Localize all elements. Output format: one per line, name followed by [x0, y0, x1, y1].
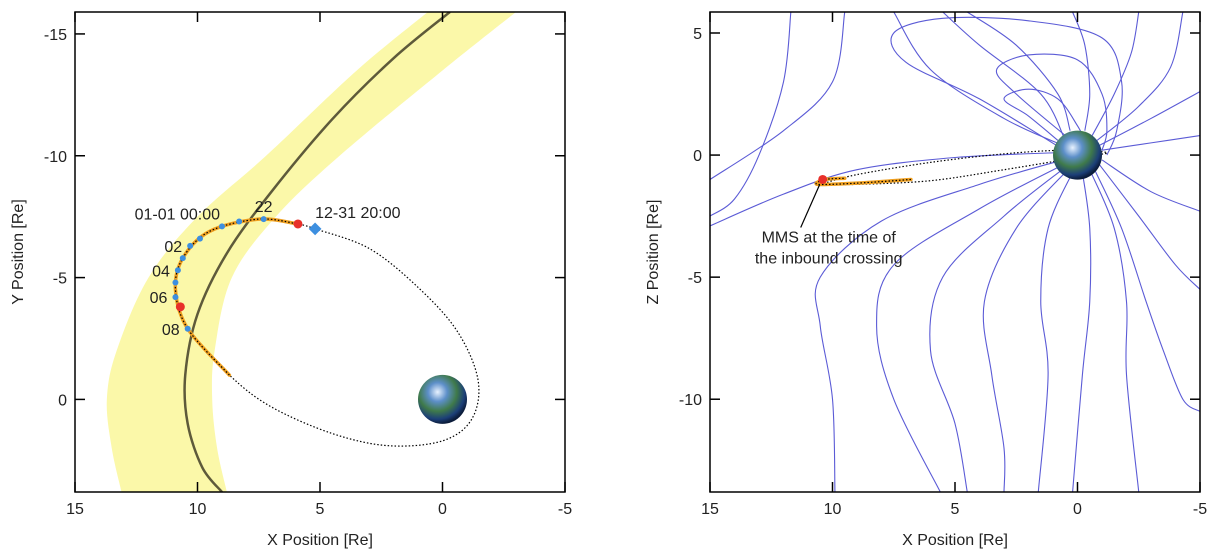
point-label: 04 — [152, 263, 170, 280]
field-line — [1096, 12, 1184, 141]
earth — [1053, 130, 1102, 180]
field-line — [893, 12, 1064, 146]
x-tick-label: -5 — [558, 501, 572, 518]
field-line — [1091, 12, 1140, 136]
x-tick-label: 10 — [189, 501, 207, 518]
annotation: MMS at the time of — [762, 229, 897, 246]
crossing-point — [175, 302, 185, 312]
point-label: 22 — [255, 199, 273, 216]
field-line — [982, 169, 1069, 492]
field-line — [1099, 164, 1200, 290]
point-label: 01-01 00:00 — [135, 206, 221, 223]
field-line — [1101, 159, 1200, 212]
field-line — [929, 166, 1066, 492]
y-axis-label: Y Position [Re] — [10, 199, 27, 305]
orbit-line — [820, 149, 1108, 186]
magnetopause-band — [106, 12, 516, 492]
x-tick-label: 0 — [438, 501, 447, 518]
field-line — [942, 12, 1066, 141]
orbit-line — [174, 218, 480, 447]
hourly-point — [174, 267, 181, 274]
x-tick-label: 0 — [1073, 501, 1082, 518]
field-line — [966, 12, 1071, 131]
panel: 12-31 20:00 22 01-01 00:00 02 04 06 08 15 10 5 0 -5… — [10, 11, 572, 549]
hourly-point — [260, 216, 267, 223]
hourly-point — [184, 325, 191, 332]
annotation-leader — [800, 184, 821, 228]
field-line — [1089, 169, 1140, 492]
panel: MMS at the time of the inbound crossing 15… — [645, 11, 1207, 549]
x-tick-label: 15 — [701, 501, 719, 518]
y-tick-label: -15 — [44, 27, 67, 44]
y-tick-label: 0 — [693, 148, 702, 165]
start-point — [308, 222, 322, 236]
field-line — [710, 152, 1058, 227]
hourly-point — [236, 218, 243, 225]
field-line — [1072, 12, 1091, 131]
field-line — [1101, 134, 1200, 151]
field-line — [1099, 91, 1200, 146]
field-line — [995, 53, 1108, 151]
x-tick-label: 15 — [66, 501, 84, 518]
field-line — [1094, 169, 1200, 412]
x-axis-label: X Position [Re] — [902, 532, 1008, 549]
x-axis-label: X Position [Re] — [267, 532, 373, 549]
point-label: 08 — [162, 322, 180, 339]
field-line — [814, 159, 1063, 492]
hourly-point — [196, 235, 203, 242]
crossing-point — [293, 219, 303, 229]
crossing-point — [818, 174, 828, 184]
field-line — [876, 164, 1064, 492]
field-line — [1003, 88, 1086, 141]
plot-area — [106, 12, 516, 492]
y-tick-label: -5 — [53, 271, 67, 288]
y-tick-label: -5 — [688, 270, 702, 287]
hourly-point — [219, 223, 225, 230]
hourly-point — [172, 279, 179, 286]
annotation: the inbound crossing — [755, 250, 903, 267]
hourly-point — [172, 294, 179, 301]
x-tick-label: -5 — [1193, 501, 1207, 518]
x-tick-label: 5 — [316, 501, 325, 518]
y-tick-label: -10 — [679, 392, 702, 409]
field-line — [1072, 172, 1092, 492]
x-tick-label: 10 — [824, 501, 842, 518]
field-line — [1037, 171, 1074, 492]
earth — [418, 374, 467, 424]
y-axis-label: Z Position [Re] — [645, 200, 662, 305]
y-tick-label: 0 — [58, 392, 67, 409]
hourly-point — [187, 242, 194, 249]
field-line — [710, 12, 846, 180]
field-line — [890, 16, 1123, 156]
y-tick-label: 5 — [693, 26, 702, 43]
hourly-point — [179, 255, 186, 262]
x-tick-label: 5 — [951, 501, 960, 518]
field-line — [710, 12, 792, 217]
point-label: 02 — [164, 239, 182, 256]
point-label: 06 — [150, 290, 168, 307]
crossing-segment — [814, 176, 913, 187]
y-tick-label: -10 — [44, 149, 67, 166]
magnetopause — [183, 12, 451, 492]
plot-area — [710, 12, 1200, 492]
point-label: 12-31 20:00 — [315, 205, 401, 222]
